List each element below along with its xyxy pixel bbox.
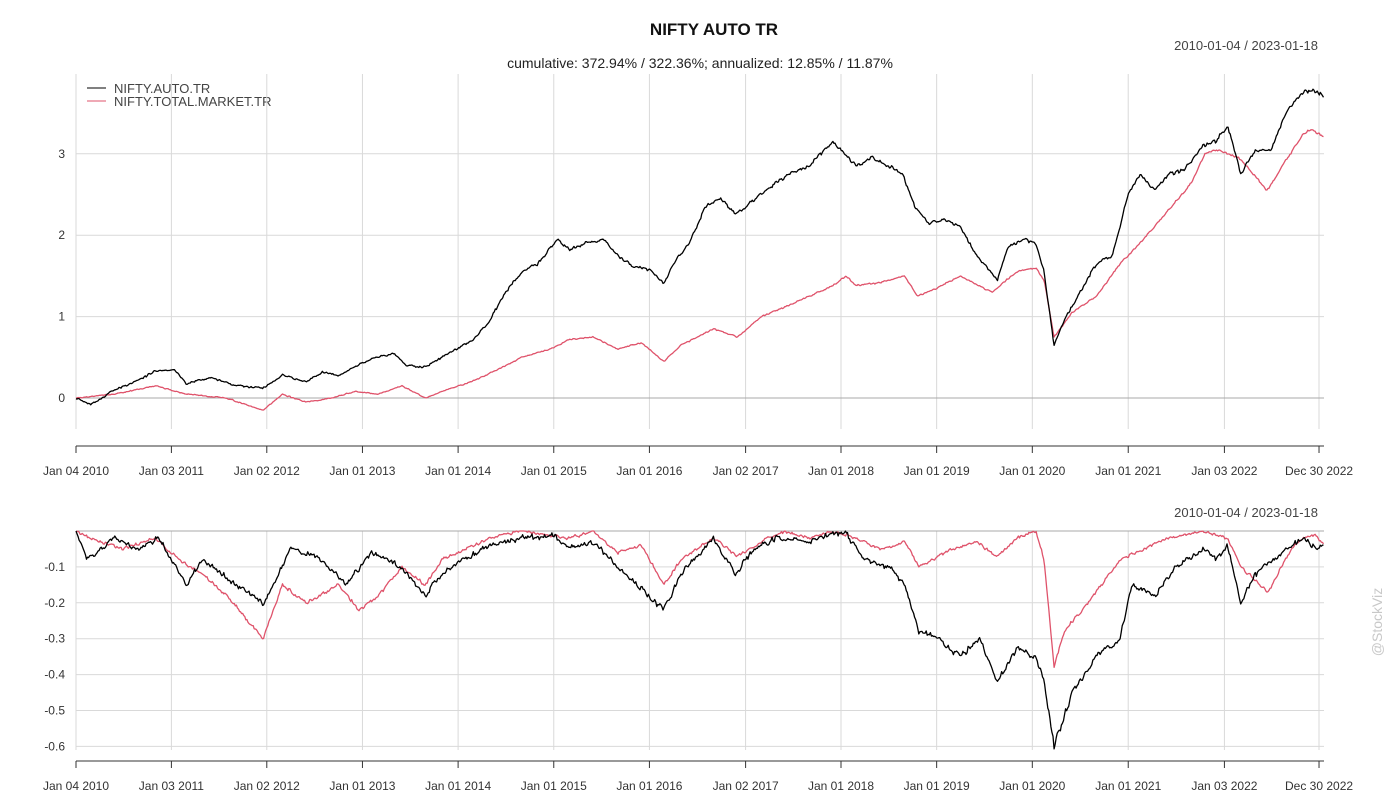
y-tick-label: 3 bbox=[58, 147, 65, 161]
y-tick-label: 2 bbox=[58, 228, 65, 242]
x-tick-label: Jan 01 2015 bbox=[521, 464, 587, 478]
series-line-nifty-auto-tr bbox=[75, 88, 1325, 406]
legend-label-total-market: NIFTY.TOTAL.MARKET.TR bbox=[114, 94, 271, 109]
x-tick-label: Jan 03 2011 bbox=[139, 779, 204, 793]
date-range-bottom: 2010-01-04 / 2023-01-18 bbox=[1174, 505, 1318, 520]
x-tick-label: Jan 01 2016 bbox=[616, 464, 682, 478]
x-tick-label: Jan 01 2014 bbox=[425, 464, 491, 478]
x-tick-label: Jan 01 2018 bbox=[808, 464, 874, 478]
y-tick-label: -0.5 bbox=[44, 704, 65, 718]
x-tick-label: Jan 01 2019 bbox=[904, 464, 970, 478]
x-tick-label: Jan 02 2017 bbox=[713, 779, 779, 793]
x-tick-label: Dec 30 2022 bbox=[1285, 779, 1353, 793]
y-tick-label: -0.1 bbox=[44, 560, 65, 574]
x-tick-label: Jan 01 2020 bbox=[999, 779, 1065, 793]
x-tick-label: Jan 03 2022 bbox=[1191, 779, 1257, 793]
cumulative-panel: Jan 04 2010 Jan 03 2011 Jan 02 2012 Jan 01 … bbox=[43, 74, 1353, 478]
x-tick-label: Jan 01 2015 bbox=[521, 779, 587, 793]
x-tick-label: Jan 01 2020 bbox=[999, 464, 1065, 478]
x-tick-label: Dec 30 2022 bbox=[1285, 464, 1353, 478]
y-tick-label: -0.3 bbox=[44, 632, 65, 646]
series-line-nifty-auto-tr bbox=[75, 530, 1324, 750]
x-tick-label: Jan 02 2012 bbox=[234, 779, 300, 793]
y-tick-label: 1 bbox=[58, 310, 65, 324]
chart-title: NIFTY AUTO TR bbox=[650, 20, 778, 39]
x-tick-label: Jan 03 2022 bbox=[1191, 464, 1257, 478]
drawdown-panel: Jan 04 2010 Jan 03 2011 Jan 02 2012 Jan 01 … bbox=[43, 530, 1353, 793]
x-tick-label: Jan 01 2013 bbox=[329, 464, 395, 478]
legend: NIFTY.AUTO.TR NIFTY.TOTAL.MARKET.TR bbox=[87, 81, 271, 109]
x-tick-label: Jan 01 2019 bbox=[904, 779, 970, 793]
y-tick-label: 0 bbox=[58, 391, 65, 405]
x-tick-label: Jan 04 2010 bbox=[43, 464, 109, 478]
x-tick-label: Jan 01 2013 bbox=[329, 779, 395, 793]
legend-label-auto: NIFTY.AUTO.TR bbox=[114, 81, 210, 96]
watermark: @StockViz bbox=[1369, 588, 1385, 656]
x-tick-label: Jan 01 2018 bbox=[808, 779, 874, 793]
y-tick-label: -0.6 bbox=[44, 739, 65, 753]
x-tick-label: Jan 02 2012 bbox=[234, 464, 300, 478]
series-line-nifty-total-market-tr bbox=[75, 530, 1325, 668]
chart-subtitle: cumulative: 372.94% / 322.36%; annualize… bbox=[507, 55, 893, 71]
x-tick-label: Jan 04 2010 bbox=[43, 779, 109, 793]
date-range-top: 2010-01-04 / 2023-01-18 bbox=[1174, 38, 1318, 53]
x-tick-label: Jan 03 2011 bbox=[139, 464, 204, 478]
y-tick-label: -0.4 bbox=[44, 668, 65, 682]
x-tick-label: Jan 01 2016 bbox=[616, 779, 682, 793]
x-tick-label: Jan 01 2014 bbox=[425, 779, 491, 793]
x-tick-label: Jan 02 2017 bbox=[713, 464, 779, 478]
y-tick-label: -0.2 bbox=[44, 596, 65, 610]
x-tick-label: Jan 01 2021 bbox=[1095, 464, 1161, 478]
series-line-nifty-total-market-tr bbox=[75, 129, 1324, 411]
x-tick-label: Jan 01 2021 bbox=[1095, 779, 1161, 793]
